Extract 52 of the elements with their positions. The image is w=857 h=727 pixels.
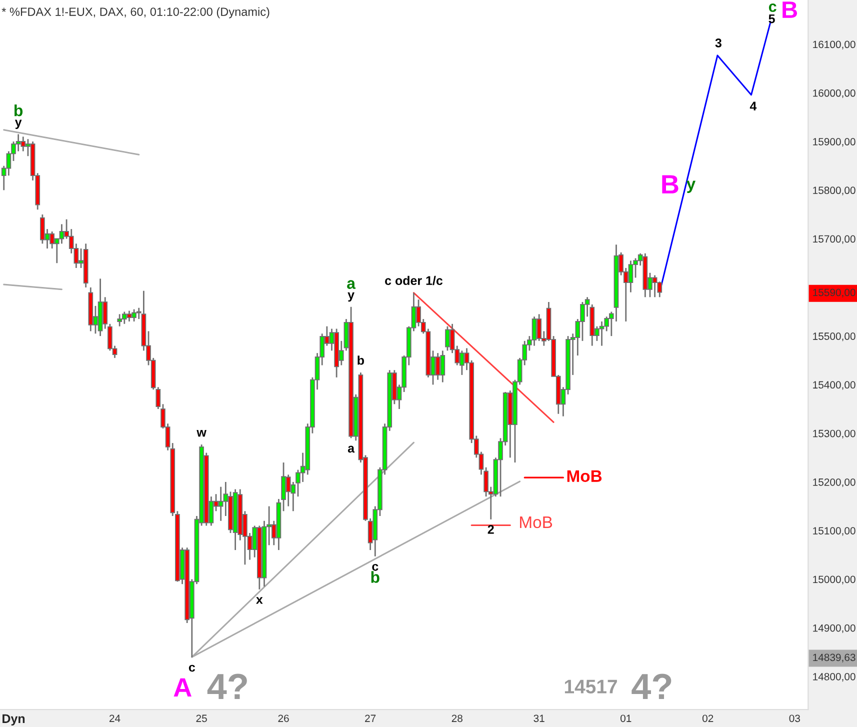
annotation: B bbox=[662, 175, 678, 194]
annotation: c bbox=[372, 564, 378, 571]
y-tick-label: 15000,00 bbox=[813, 576, 856, 584]
annotation: a bbox=[348, 446, 355, 453]
x-tick-label: 31 bbox=[534, 714, 544, 722]
y-tick-label: 15900,00 bbox=[813, 138, 856, 147]
annotation: 14517 bbox=[564, 680, 617, 694]
text: * %FDAX 1!-EUX, DAX, 60, 01:10-22:00 (Dynamic) bbox=[2, 7, 270, 18]
annotation: b bbox=[358, 356, 364, 365]
x-tick-label: 01 bbox=[620, 714, 632, 722]
annotation: 2 bbox=[488, 525, 494, 534]
annotation: y bbox=[686, 180, 696, 193]
x-tick-label: 03 bbox=[789, 714, 800, 722]
y-tick-label: 15300,00 bbox=[813, 430, 856, 438]
y-tick-label: 14900,00 bbox=[813, 624, 856, 633]
x-tick-label: 26 bbox=[278, 714, 289, 722]
y-tick-label: 15590,00 bbox=[813, 288, 856, 298]
y-tick-label: 14839,63 bbox=[813, 654, 856, 662]
y-tick-label: 16100,00 bbox=[813, 40, 856, 50]
y-tick-label: 14800,00 bbox=[813, 672, 856, 682]
annotation: 4? bbox=[632, 674, 672, 700]
y-tick-label: 15400,00 bbox=[813, 381, 856, 390]
annotation: y bbox=[14, 120, 22, 129]
annotation: b bbox=[14, 104, 23, 116]
y-tick-label: 15800,00 bbox=[813, 186, 856, 196]
y-tick-label: 15700,00 bbox=[813, 235, 856, 244]
annotation: y bbox=[348, 292, 354, 302]
y-tick-label: 16000,00 bbox=[813, 89, 856, 98]
x-tick-label: 27 bbox=[365, 714, 376, 722]
annotation: 4 bbox=[750, 102, 757, 110]
annotation: x bbox=[256, 597, 263, 604]
annotation: MoB bbox=[567, 470, 602, 482]
x-tick-label: 02 bbox=[702, 714, 714, 722]
x-tick-label: 25 bbox=[196, 714, 207, 722]
annotation: c bbox=[188, 664, 196, 672]
annotation: A bbox=[174, 678, 192, 697]
annotation: 5 bbox=[768, 14, 775, 24]
annotation: b bbox=[371, 571, 380, 583]
y-tick-label: 15500,00 bbox=[813, 332, 856, 342]
annotation: c bbox=[768, 4, 776, 12]
annotation: a bbox=[347, 280, 356, 289]
annotation: c oder 1/c bbox=[385, 276, 443, 286]
annotation: MoB bbox=[520, 516, 552, 528]
x-tick-label: 24 bbox=[109, 714, 120, 722]
y-tick-label: 15100,00 bbox=[813, 527, 856, 536]
annotation: w bbox=[196, 430, 206, 437]
y-tick-label: 15200,00 bbox=[813, 478, 856, 488]
annotation: B bbox=[782, 2, 798, 18]
x-tick-label: 28 bbox=[452, 714, 462, 722]
text: Dyn bbox=[2, 714, 25, 726]
annotation: 4? bbox=[207, 674, 247, 700]
annotation: 3 bbox=[715, 38, 722, 48]
